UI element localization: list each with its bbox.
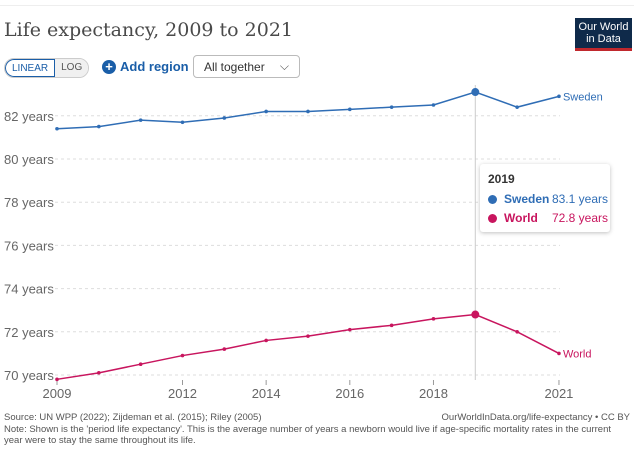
data-point (97, 371, 101, 375)
data-point (97, 124, 101, 129)
tooltip-value: 83.1 years (551, 192, 608, 206)
data-point (222, 116, 227, 120)
y-tick-label: 76 years (4, 238, 54, 253)
data-point (264, 109, 268, 114)
y-tick-label: 82 years (4, 109, 54, 124)
data-point (515, 330, 519, 334)
data-point (222, 347, 227, 351)
data-point (557, 94, 561, 99)
series-label: World (563, 348, 592, 360)
x-tick-label: 2016 (335, 386, 364, 400)
x-tick-label: 2009 (43, 386, 72, 400)
line-chart[interactable]: 70 years 72 years 74 years 76 years 78 years… (0, 0, 634, 400)
data-point (138, 362, 143, 367)
y-tick-label: 74 years (4, 282, 54, 297)
add-region-label: Add region (120, 59, 189, 74)
top-divider (0, 5, 634, 6)
data-point (471, 310, 480, 319)
data-point (264, 338, 268, 343)
y-tick-label: 70 years (4, 368, 54, 383)
data-point (55, 126, 59, 131)
note-text: Note: Shown is the 'period life expectan… (4, 424, 612, 446)
source-link[interactable]: OurWorldInData.org/life-expectancy • CC … (441, 412, 630, 423)
plus-circle-icon: + (102, 59, 116, 74)
chart-title: Life expectancy, 2009 to 2021 (4, 19, 294, 41)
data-point (515, 105, 519, 109)
facet-select-value: All together (204, 60, 265, 74)
data-point (431, 317, 436, 321)
y-tick-label: 78 years (4, 195, 54, 210)
tooltip-value: 72.8 years (551, 211, 608, 225)
linear-button[interactable]: LINEAR (5, 59, 56, 77)
x-tick-label: 2021 (544, 386, 573, 400)
source-text: Source: UN WPP (2022); Zijdeman et al. (… (4, 412, 262, 423)
y-tick-label: 80 years (4, 152, 54, 167)
data-point (389, 105, 394, 109)
data-point (306, 334, 310, 338)
data-point (471, 88, 480, 97)
scale-toggle[interactable]: LINEAR LOG (4, 58, 90, 78)
x-tick-label: 2012 (168, 386, 197, 400)
data-point (180, 120, 185, 125)
data-point (306, 109, 310, 114)
series-label: Sweden (563, 91, 603, 103)
tooltip-row-sweden: Sweden 83.1 years (488, 192, 608, 206)
series-line-world (56, 313, 560, 381)
tooltip-year: 2019 (488, 172, 515, 186)
data-point (55, 377, 59, 382)
data-point (348, 107, 352, 112)
data-point (431, 103, 436, 107)
world-dot-icon (488, 213, 497, 223)
add-region-button[interactable]: + Add region (102, 59, 189, 74)
data-point (389, 323, 394, 328)
log-button[interactable]: LOG (55, 59, 89, 77)
owid-logo[interactable]: Our World in Data (575, 18, 632, 51)
y-tick-label: 72 years (4, 325, 54, 340)
facet-select[interactable]: All together ⌵ (193, 55, 300, 78)
tooltip-row-world: World 72.8 years (488, 211, 608, 225)
tooltip: 2019 Sweden 83.1 years World 72.8 years (480, 164, 610, 232)
x-tick-label: 2014 (252, 386, 281, 400)
sweden-dot-icon (488, 194, 497, 204)
data-point (180, 353, 185, 358)
data-point (138, 118, 143, 122)
tooltip-name: World (504, 211, 538, 225)
tooltip-name: Sweden (504, 192, 550, 206)
data-point (348, 327, 352, 332)
data-point (557, 351, 561, 356)
chevron-down-icon: ⌵ (279, 59, 289, 73)
x-tick-label: 2018 (419, 386, 448, 400)
